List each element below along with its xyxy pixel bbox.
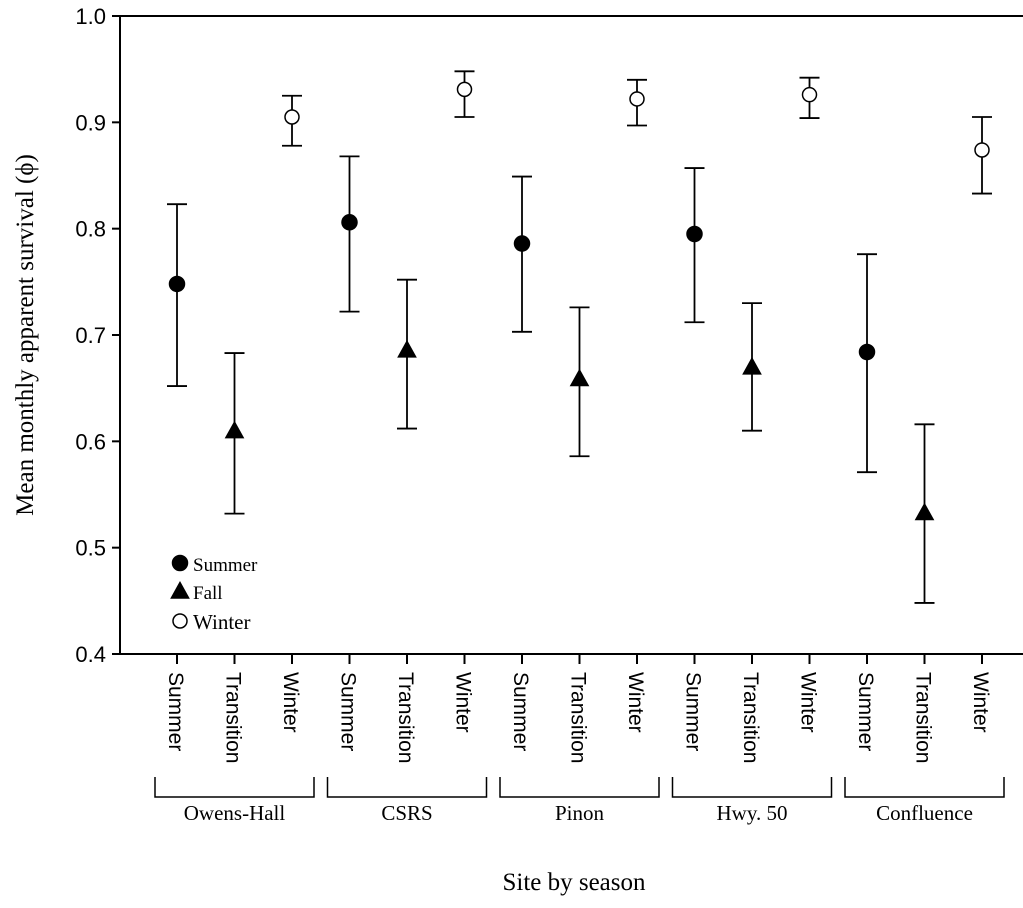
x-tick-label: Summer (509, 672, 532, 751)
legend: Summer Fall Winter (170, 554, 258, 634)
y-tick-label: 0.9 (75, 110, 106, 135)
winter-point (284, 109, 300, 125)
fall-point (397, 339, 417, 358)
site-groups: Owens-Hall CSRS Pinon Hwy. 50 Confluence (154, 777, 1005, 825)
x-tick-label: Transition (739, 672, 762, 763)
fall-point (224, 420, 245, 439)
winter-point (801, 86, 818, 103)
fall-point (742, 356, 762, 375)
legend-marker-winter (172, 613, 188, 629)
fall-point (914, 502, 935, 521)
group-bracket (154, 777, 315, 798)
winter-point (456, 81, 473, 98)
x-tick-label: Transition (394, 672, 417, 763)
legend-marker-summer (171, 554, 189, 572)
group-label: Owens-Hall (184, 801, 286, 825)
x-tick-label: Winter (969, 672, 992, 733)
summer-point (341, 214, 358, 231)
legend-label-summer: Summer (193, 555, 258, 576)
group-bracket (326, 777, 488, 798)
x-tick-label: Transition (912, 672, 935, 763)
x-tick-label: Winter (797, 672, 820, 733)
summer-point (686, 225, 703, 243)
y-tick-label: 0.6 (75, 429, 106, 454)
legend-marker-fall (170, 580, 190, 599)
y-tick-label: 0.8 (75, 217, 106, 242)
x-axis-title: Site by season (502, 869, 646, 896)
x-axis-ticks: Summer Transition Winter Summer Transition Wi… (164, 654, 992, 763)
x-tick-label: Summer (337, 672, 360, 751)
group-bracket (499, 777, 660, 798)
x-tick-label: Transition (567, 672, 590, 763)
fall-point (569, 368, 590, 387)
x-tick-label: Winter (452, 672, 475, 733)
y-tick-label: 0.7 (75, 323, 106, 348)
y-tick-label: 0.4 (75, 642, 106, 667)
group-bracket (671, 777, 833, 798)
group-bracket (844, 777, 1005, 798)
legend-label-fall: Fall (193, 583, 223, 604)
summer-point (168, 275, 186, 293)
data-marks (167, 70, 992, 604)
y-tick-label: 0.5 (75, 536, 106, 561)
summer-point (858, 343, 876, 361)
y-tick-label: 1.0 (75, 4, 106, 29)
summer-point (513, 235, 531, 252)
legend-label-winter: Winter (193, 610, 250, 634)
group-label: Confluence (876, 801, 973, 825)
y-axis-title: Mean monthly apparent survival (ϕ) (12, 154, 39, 516)
group-label: Hwy. 50 (717, 801, 788, 825)
x-tick-label: Winter (279, 672, 302, 733)
x-tick-label: Transition (222, 672, 245, 763)
x-tick-label: Summer (164, 672, 187, 751)
x-tick-label: Summer (854, 672, 877, 751)
x-tick-label: Winter (624, 672, 647, 733)
y-axis-ticks: 0.4 0.5 0.6 0.7 0.8 0.9 1.0 (75, 4, 120, 667)
x-tick-label: Summer (682, 672, 705, 751)
group-label: CSRS (381, 801, 432, 825)
winter-point (629, 91, 645, 107)
group-label: Pinon (555, 801, 605, 825)
winter-point (974, 142, 990, 158)
